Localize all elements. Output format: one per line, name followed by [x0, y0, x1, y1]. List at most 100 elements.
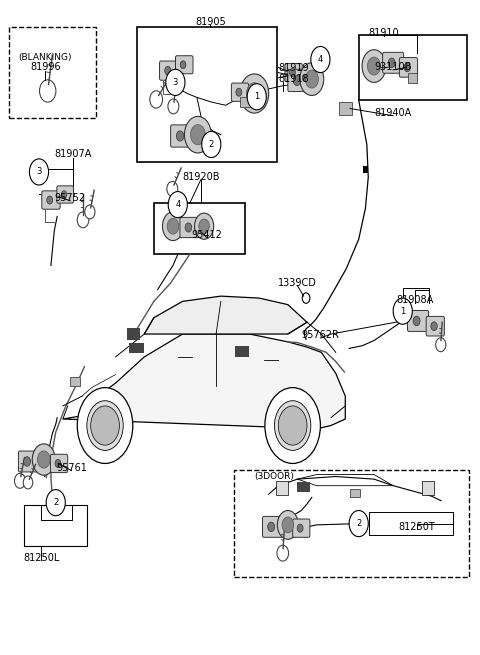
Text: 3: 3: [173, 78, 178, 87]
FancyBboxPatch shape: [176, 56, 193, 74]
FancyBboxPatch shape: [180, 217, 200, 238]
Circle shape: [277, 545, 288, 561]
FancyBboxPatch shape: [170, 125, 192, 147]
Bar: [154, 203, 245, 254]
Circle shape: [23, 476, 33, 489]
Text: 81940A: 81940A: [374, 108, 412, 118]
Text: 81910: 81910: [368, 28, 399, 39]
Circle shape: [289, 69, 295, 77]
Circle shape: [431, 322, 437, 331]
FancyBboxPatch shape: [408, 310, 429, 331]
Bar: [24, 505, 87, 546]
Circle shape: [32, 444, 55, 476]
FancyBboxPatch shape: [159, 61, 179, 81]
Circle shape: [300, 63, 324, 96]
Text: 2: 2: [209, 140, 214, 149]
Circle shape: [29, 159, 48, 185]
Text: (3DOOR): (3DOOR): [254, 472, 294, 481]
Text: 1: 1: [254, 92, 259, 102]
Circle shape: [46, 489, 65, 515]
Bar: [137, 27, 277, 162]
Bar: [422, 481, 434, 495]
Circle shape: [305, 70, 318, 88]
Circle shape: [162, 212, 183, 240]
FancyBboxPatch shape: [293, 519, 310, 537]
Text: 95761: 95761: [56, 463, 87, 473]
Circle shape: [77, 388, 133, 464]
Circle shape: [165, 66, 171, 75]
Circle shape: [168, 191, 187, 217]
Text: 81918: 81918: [278, 74, 309, 84]
Bar: [369, 512, 453, 534]
Text: 2: 2: [356, 519, 361, 528]
Circle shape: [349, 510, 368, 536]
Circle shape: [47, 196, 53, 204]
Circle shape: [275, 401, 311, 451]
Circle shape: [240, 74, 269, 113]
FancyBboxPatch shape: [399, 58, 418, 77]
Circle shape: [85, 205, 95, 219]
FancyBboxPatch shape: [383, 52, 404, 73]
Text: 93110B: 93110B: [374, 62, 412, 72]
Text: 3: 3: [36, 168, 42, 176]
Circle shape: [91, 406, 120, 445]
Circle shape: [39, 80, 56, 102]
FancyBboxPatch shape: [339, 102, 352, 115]
Circle shape: [168, 99, 179, 114]
FancyBboxPatch shape: [297, 482, 310, 491]
Circle shape: [87, 401, 123, 451]
Circle shape: [184, 117, 211, 153]
Text: 81905: 81905: [195, 17, 226, 28]
FancyBboxPatch shape: [288, 69, 309, 92]
Circle shape: [166, 69, 185, 96]
Circle shape: [199, 219, 209, 233]
Circle shape: [180, 61, 186, 69]
Circle shape: [24, 457, 31, 466]
Circle shape: [150, 91, 163, 108]
Text: 81919: 81919: [278, 63, 309, 73]
FancyBboxPatch shape: [350, 489, 360, 496]
Text: 2: 2: [53, 498, 59, 507]
Circle shape: [247, 84, 266, 110]
Circle shape: [191, 124, 205, 145]
Bar: [363, 166, 368, 173]
Circle shape: [436, 338, 446, 352]
Circle shape: [302, 74, 308, 81]
FancyBboxPatch shape: [70, 377, 80, 386]
FancyBboxPatch shape: [263, 516, 283, 537]
Bar: [359, 35, 468, 100]
Polygon shape: [63, 334, 345, 429]
Circle shape: [246, 83, 262, 104]
Circle shape: [277, 510, 299, 539]
Text: 95762R: 95762R: [301, 330, 339, 341]
FancyBboxPatch shape: [240, 97, 250, 107]
FancyBboxPatch shape: [231, 83, 249, 102]
Circle shape: [77, 212, 89, 228]
FancyBboxPatch shape: [57, 186, 73, 203]
Circle shape: [185, 223, 192, 232]
Circle shape: [194, 213, 214, 239]
Text: 95752: 95752: [55, 193, 85, 203]
Text: 81908A: 81908A: [396, 295, 433, 305]
Text: 1: 1: [400, 307, 405, 316]
Text: 81250L: 81250L: [23, 553, 60, 563]
FancyBboxPatch shape: [298, 69, 314, 86]
Circle shape: [367, 57, 381, 75]
Circle shape: [311, 47, 330, 73]
FancyBboxPatch shape: [235, 346, 249, 357]
Text: 81907A: 81907A: [55, 149, 92, 159]
Circle shape: [297, 524, 303, 532]
Text: (BLANKING): (BLANKING): [18, 53, 72, 62]
Circle shape: [236, 88, 242, 96]
Text: 81250T: 81250T: [399, 522, 435, 532]
Circle shape: [14, 474, 25, 488]
Circle shape: [202, 132, 221, 158]
FancyBboxPatch shape: [130, 343, 144, 353]
Circle shape: [388, 58, 395, 67]
Circle shape: [37, 451, 50, 468]
FancyBboxPatch shape: [50, 455, 68, 473]
Bar: [234, 470, 469, 577]
Circle shape: [278, 406, 307, 445]
Circle shape: [282, 517, 294, 533]
Circle shape: [302, 293, 310, 303]
